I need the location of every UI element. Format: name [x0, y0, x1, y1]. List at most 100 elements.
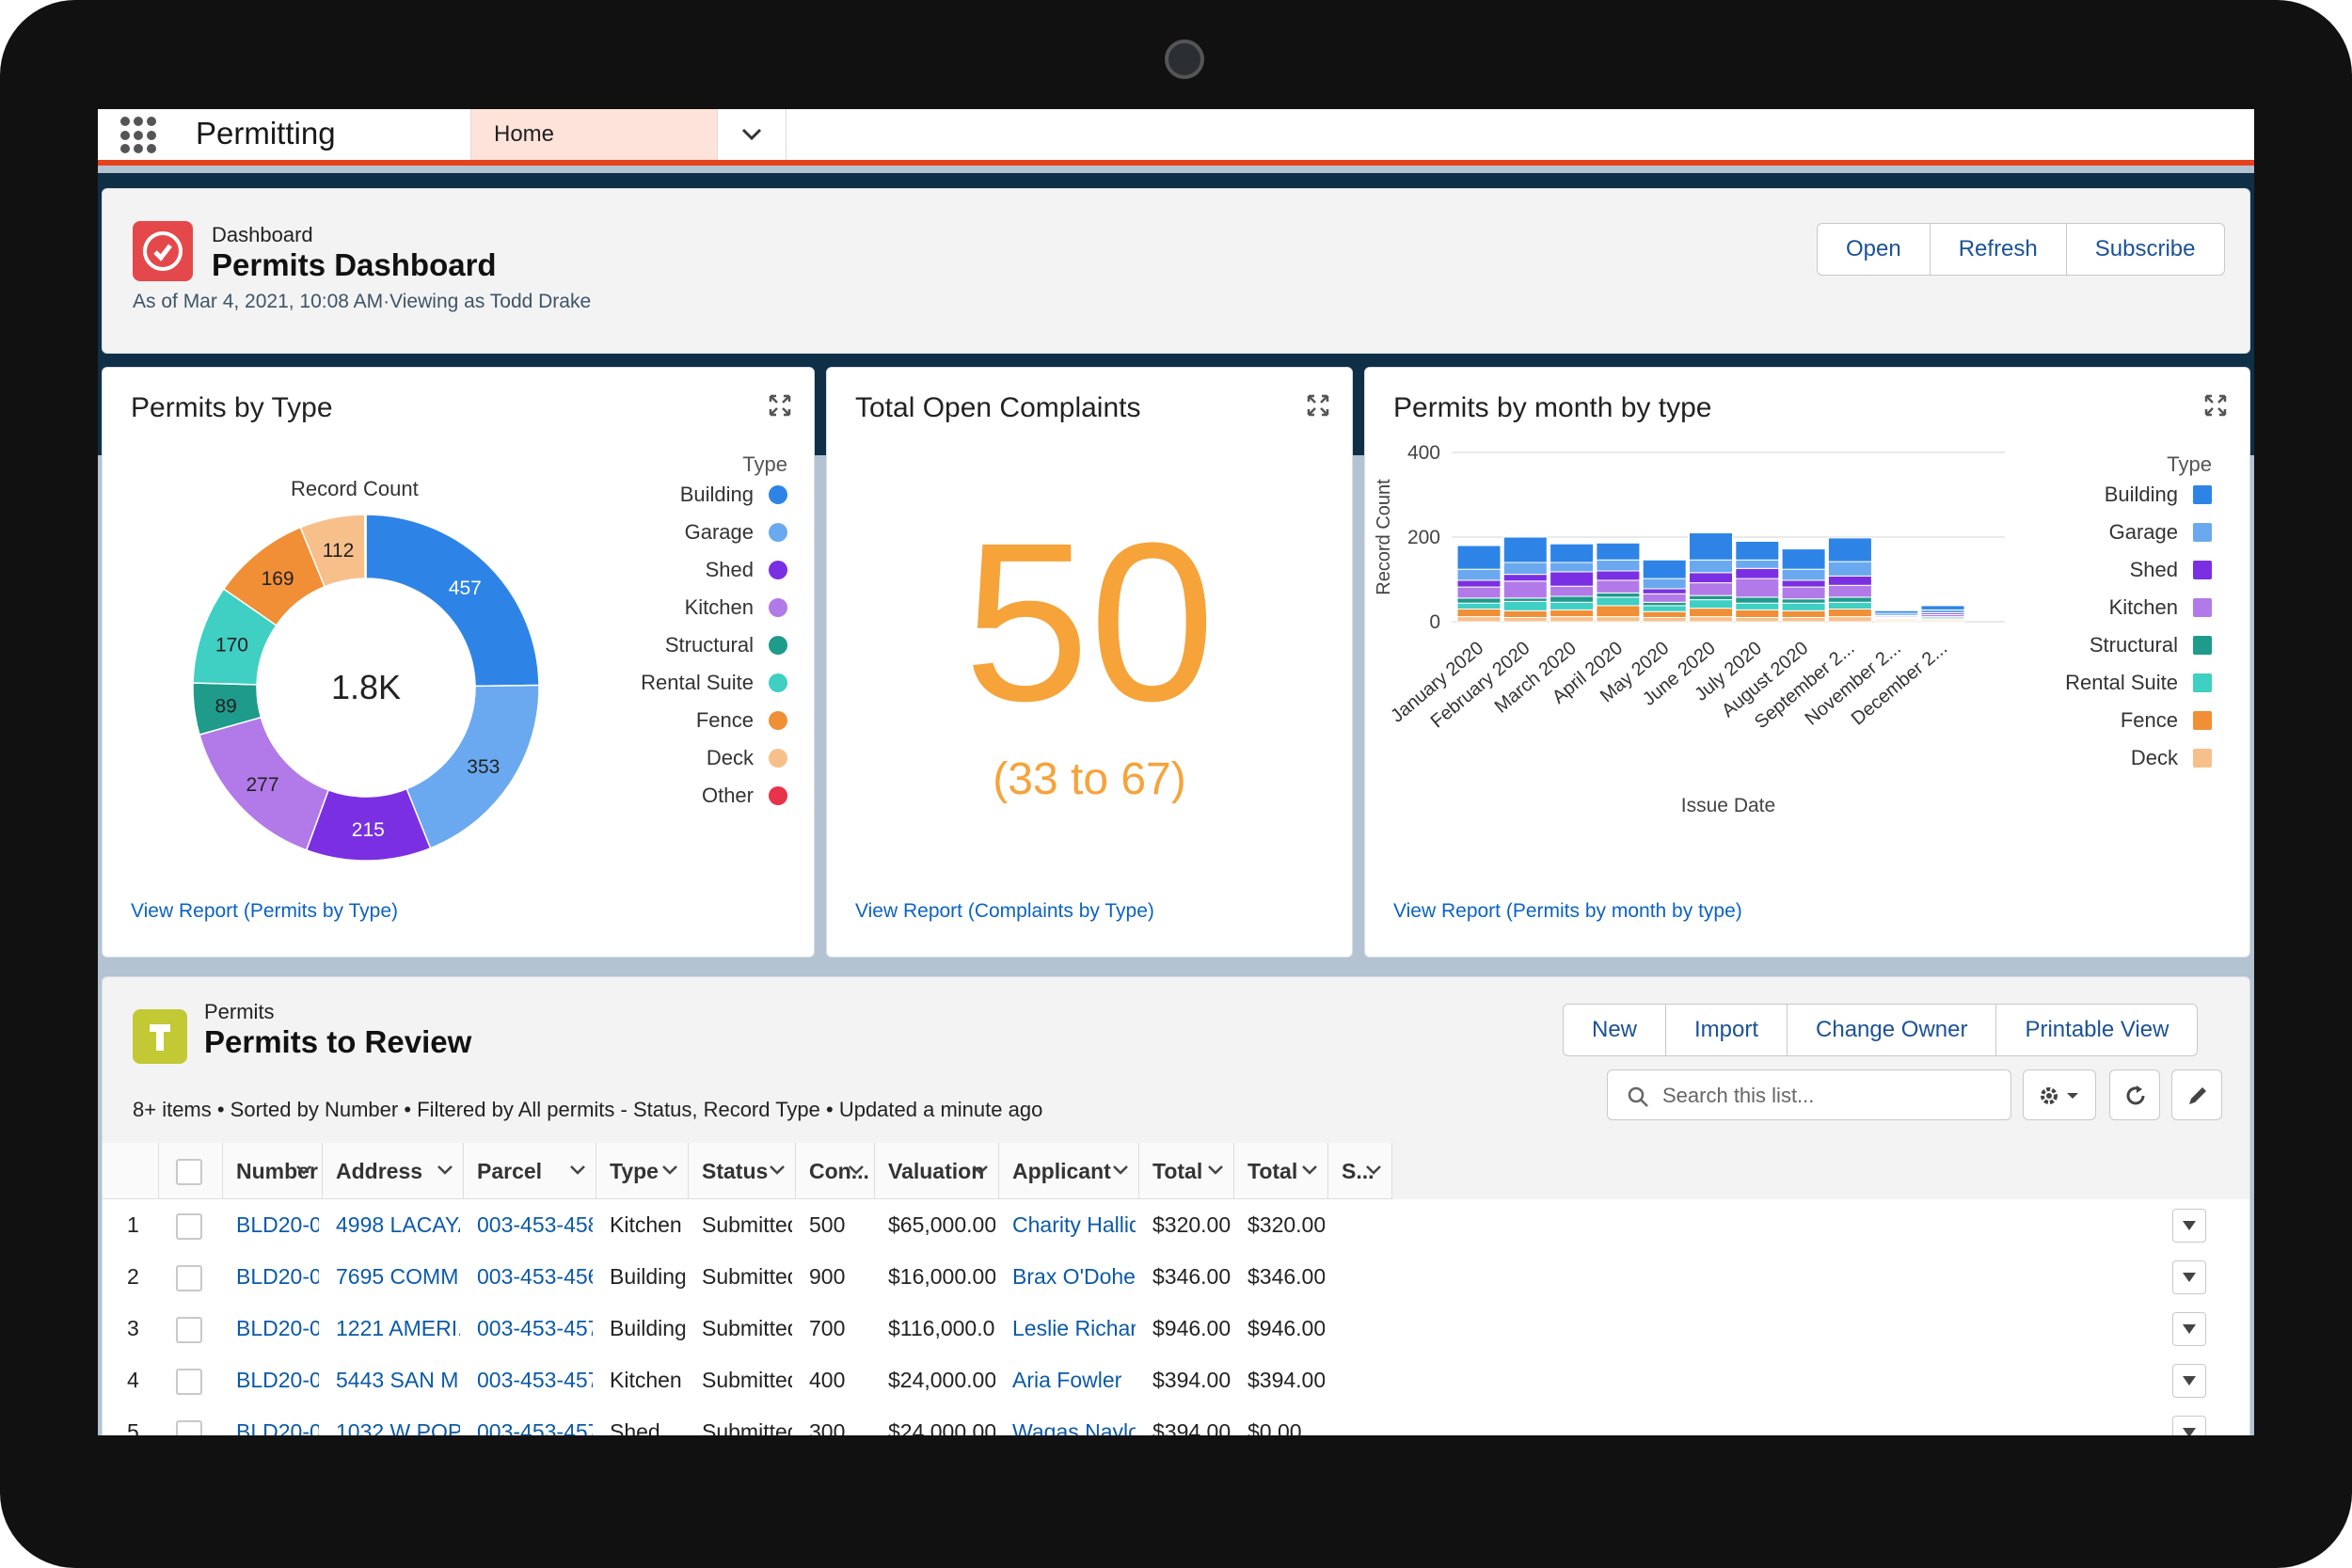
cell-number[interactable]: BLD20-0617	[236, 1419, 319, 1435]
bar-structural-january-2020[interactable]	[1456, 597, 1502, 604]
cell-number[interactable]: BLD20-0614	[236, 1316, 319, 1340]
bar-fence-february-2020[interactable]	[1502, 610, 1548, 619]
legend-item-rental-suite[interactable]: Rental Suite	[1930, 671, 2212, 695]
expand-icon[interactable]	[1307, 394, 1329, 417]
row-actions-button[interactable]	[2172, 1209, 2206, 1243]
bar-structural-september-2[interactable]	[1827, 596, 1872, 603]
bar-kitchen-may-2020[interactable]	[1642, 593, 1687, 603]
bar-building-may-2020[interactable]	[1642, 559, 1687, 579]
import-button[interactable]: Import	[1665, 1005, 1787, 1055]
bar-garage-august-2020[interactable]	[1781, 568, 1826, 581]
bar-structural-august-2020[interactable]	[1781, 598, 1826, 604]
new-button[interactable]: New	[1592, 1017, 1638, 1042]
bar-building-march-2020[interactable]	[1549, 543, 1595, 563]
expand-icon[interactable]	[769, 394, 791, 417]
cell-applicant[interactable]: Aria Fowler	[1012, 1368, 1122, 1392]
bar-rental-suite-june-2020[interactable]	[1689, 599, 1733, 610]
bar-shed-june-2020[interactable]	[1689, 572, 1733, 584]
bar-deck-july-2020[interactable]	[1735, 617, 1780, 623]
table-row[interactable]: 2 BLD20-0613 7695 COMM... 003-453-4569 Build…	[103, 1251, 2249, 1304]
legend-item-kitchen[interactable]: Kitchen	[1930, 595, 2212, 620]
bar-fence-march-2020[interactable]	[1549, 609, 1595, 618]
legend-item-garage[interactable]: Garage	[1930, 520, 2212, 545]
bar-building-august-2020[interactable]	[1781, 548, 1826, 570]
cell-number[interactable]: BLD20-0613	[236, 1264, 319, 1289]
column-header-parcel[interactable]: Parcel	[464, 1143, 596, 1199]
column-header-address[interactable]: Address	[323, 1143, 464, 1199]
bar-garage-september-2[interactable]	[1827, 561, 1872, 577]
bar-structural-june-2020[interactable]	[1689, 594, 1733, 601]
donut-slice-other[interactable]	[363, 514, 367, 579]
cell-parcel[interactable]: 003-453-4572	[477, 1419, 593, 1435]
bar-rental-suite-august-2020[interactable]	[1781, 602, 1826, 611]
chevron-down-icon[interactable]	[295, 1164, 312, 1177]
table-row[interactable]: 4 BLD20-0615 5443 SAN M... 003-453-4571 Kitc…	[103, 1354, 2249, 1407]
bar-deck-february-2020[interactable]	[1502, 617, 1548, 623]
cell-address[interactable]: 1032 W POPL...	[336, 1419, 460, 1435]
bar-garage-may-2020[interactable]	[1642, 578, 1687, 590]
chevron-down-icon[interactable]	[848, 1164, 865, 1177]
chevron-down-icon[interactable]	[569, 1164, 586, 1177]
view-report-permits-by-type-link[interactable]: View Report (Permits by Type)	[131, 900, 398, 922]
bar-structural-july-2020[interactable]	[1735, 596, 1780, 604]
cell-number[interactable]: BLD20-0615	[236, 1368, 319, 1392]
bar-building-december-2[interactable]	[1920, 605, 1965, 610]
bar-deck-january-2020[interactable]	[1456, 616, 1502, 623]
cell-address[interactable]: 7695 COMM...	[336, 1264, 460, 1289]
list-settings-button[interactable]	[2023, 1069, 2096, 1120]
bar-shed-january-2020[interactable]	[1456, 579, 1502, 588]
cell-address[interactable]: 1221 AMERI...	[336, 1316, 460, 1340]
legend-item-shed[interactable]: Shed	[1930, 558, 2212, 582]
cell-applicant[interactable]: Leslie Richard...	[1012, 1316, 1136, 1340]
chevron-down-icon[interactable]	[972, 1164, 989, 1177]
row-checkbox[interactable]	[176, 1420, 202, 1435]
cell-address[interactable]: 5443 SAN M...	[336, 1368, 460, 1392]
bar-structural-april-2020[interactable]	[1596, 592, 1641, 598]
column-header-con[interactable]: Con...	[796, 1143, 875, 1199]
bar-structural-march-2020[interactable]	[1549, 595, 1595, 603]
bar-kitchen-august-2020[interactable]	[1781, 586, 1826, 600]
edit-button[interactable]	[2171, 1069, 2222, 1120]
legend-item-rental-suite[interactable]: Rental Suite	[460, 671, 787, 695]
bar-building-november-2[interactable]	[1874, 610, 1919, 614]
bar-building-april-2020[interactable]	[1596, 542, 1641, 561]
bar-deck-august-2020[interactable]	[1781, 617, 1826, 623]
column-header-status[interactable]: Status	[689, 1143, 796, 1199]
cell-address[interactable]: 4998 LACAYA...	[336, 1212, 460, 1237]
legend-item-fence[interactable]: Fence	[1930, 708, 2212, 733]
bar-fence-april-2020[interactable]	[1596, 605, 1641, 618]
table-row[interactable]: 3 BLD20-0614 1221 AMERI... 003-453-4570 Buil…	[103, 1303, 2249, 1355]
cell-applicant[interactable]: Waqas Naylor	[1012, 1419, 1136, 1435]
bar-rental-suite-february-2020[interactable]	[1502, 600, 1548, 611]
chevron-down-icon[interactable]	[1207, 1164, 1224, 1177]
bar-shed-september-2[interactable]	[1827, 575, 1872, 586]
bar-deck-september-2[interactable]	[1827, 616, 1872, 623]
row-actions-button[interactable]	[2172, 1312, 2206, 1346]
chevron-down-icon[interactable]	[1301, 1164, 1318, 1177]
bar-kitchen-march-2020[interactable]	[1549, 585, 1595, 597]
bar-kitchen-april-2020[interactable]	[1596, 579, 1641, 594]
bar-rental-suite-april-2020[interactable]	[1596, 596, 1641, 607]
column-header-s[interactable]: S...	[1328, 1143, 1392, 1199]
bar-shed-march-2020[interactable]	[1549, 571, 1595, 587]
column-header-valuation[interactable]: Valuation	[875, 1143, 999, 1199]
bar-building-january-2020[interactable]	[1456, 545, 1502, 570]
bar-kitchen-february-2020[interactable]	[1502, 580, 1548, 599]
legend-item-deck[interactable]: Deck	[460, 746, 787, 770]
donut-slice-building[interactable]	[365, 514, 540, 688]
waffle-icon[interactable]	[120, 117, 158, 154]
legend-item-structural[interactable]: Structural	[1930, 633, 2212, 657]
bar-kitchen-june-2020[interactable]	[1689, 582, 1733, 596]
bar-fence-may-2020[interactable]	[1642, 610, 1687, 618]
select-all-checkbox[interactable]	[176, 1159, 202, 1185]
bar-kitchen-january-2020[interactable]	[1456, 586, 1502, 599]
bar-deck-may-2020[interactable]	[1642, 617, 1687, 623]
bar-garage-march-2020[interactable]	[1549, 562, 1595, 573]
bar-fence-january-2020[interactable]	[1456, 609, 1502, 618]
legend-item-building[interactable]: Building	[1930, 483, 2212, 507]
search-input[interactable]: Search this list...	[1607, 1069, 2011, 1120]
cell-number[interactable]: BLD20-0553	[236, 1212, 319, 1237]
cell-applicant[interactable]: Brax O'Doherty	[1012, 1264, 1136, 1289]
bar-building-february-2020[interactable]	[1502, 536, 1548, 563]
bar-fence-july-2020[interactable]	[1735, 609, 1780, 618]
